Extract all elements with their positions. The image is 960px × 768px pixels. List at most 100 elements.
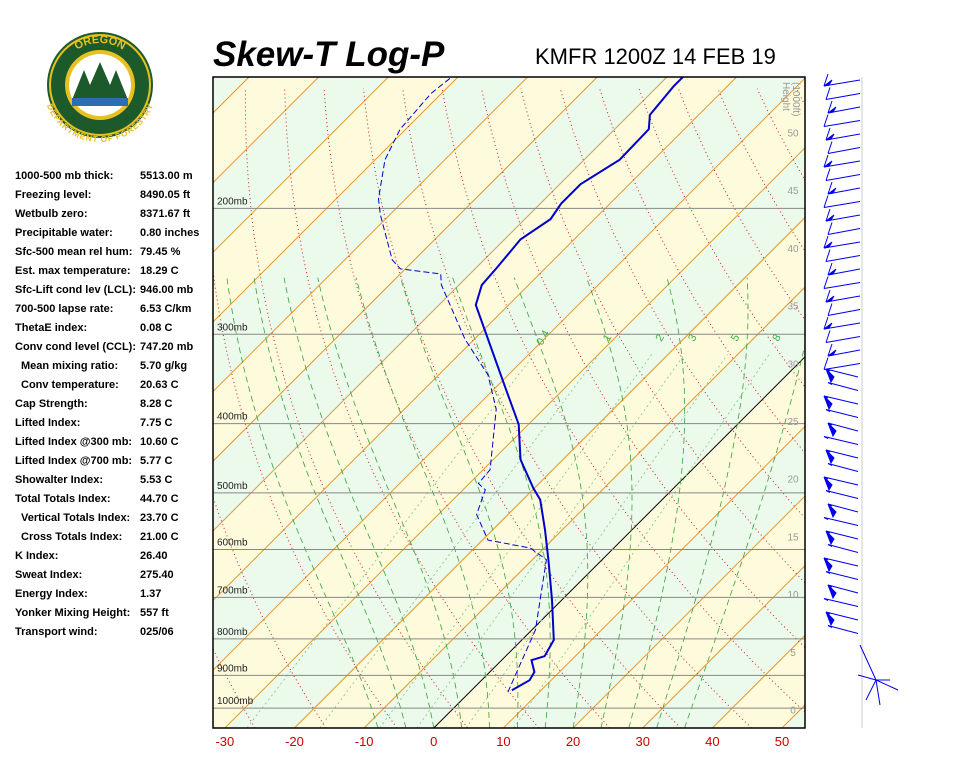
barb-feather (825, 127, 831, 141)
barb-staff (827, 147, 861, 154)
stat-value: 23.70 C (140, 512, 179, 524)
dry-adiabat (481, 88, 805, 649)
wind-barb (827, 463, 859, 472)
wind-barb (823, 114, 861, 127)
barb-staff (827, 228, 861, 235)
y2-tick-label: 50 (787, 128, 799, 139)
barb-feather (825, 249, 831, 262)
isotherm (642, 565, 805, 728)
dry-adiabat (323, 88, 611, 728)
isotherm (572, 495, 805, 728)
hodograph-ray (857, 674, 877, 681)
hodograph-ray (859, 644, 877, 681)
isotherm (224, 147, 805, 728)
stat-row: Sfc-500 mean rel hum: 79.45 % (15, 243, 199, 262)
barb-feather (827, 463, 833, 466)
y-tick-label: 1000mb (217, 696, 254, 707)
barb-staff (827, 503, 859, 513)
barb-flag (823, 241, 833, 249)
wind-barb (823, 436, 859, 445)
stat-label: Vertical Totals Index: (21, 512, 131, 524)
barb-feather (825, 571, 831, 574)
logo-trees (72, 62, 128, 100)
barb-staff (827, 463, 859, 472)
barb-staff (823, 476, 859, 486)
wind-barb (827, 303, 861, 316)
barb-staff (825, 571, 859, 580)
barb-flag (825, 295, 835, 303)
barb-staff (823, 79, 861, 87)
barb-feather (823, 154, 829, 168)
isotherm (781, 704, 805, 728)
stat-label: Freezing level: (15, 189, 92, 201)
stat-row: Est. max temperature: 18.29 C (15, 262, 199, 281)
barb-flag (827, 106, 837, 114)
barb-staff (827, 584, 859, 594)
moist-adiabat (226, 277, 379, 728)
y2-tick-label: 20 (787, 475, 799, 486)
barb-feather (827, 343, 833, 357)
isotherm (213, 77, 459, 323)
stat-label: Mean mixing ratio: (21, 360, 119, 372)
stat-label: Yonker Mixing Height: (15, 607, 131, 619)
barb-staff (823, 120, 861, 127)
barb-feather (823, 235, 829, 249)
moist-adiabat (586, 277, 633, 728)
barb-flag (823, 395, 833, 411)
barb-flag (827, 349, 837, 357)
barb-staff (825, 449, 859, 459)
stat-value: 0.80 inches (140, 227, 200, 239)
stat-label: 1000-500 mb thick: (15, 170, 114, 182)
mixing-ratio-label: 5 (729, 332, 742, 343)
barb-feather (825, 289, 831, 303)
barb-flag (827, 422, 837, 438)
barb-staff (825, 295, 861, 303)
barb-flag (823, 476, 833, 492)
wind-barb (823, 276, 861, 289)
barb-feather (827, 181, 833, 195)
stat-label: Precipitable water: (15, 227, 113, 239)
y2-tick-label: 0 (790, 706, 796, 717)
y2-tick-label: 30 (787, 359, 799, 370)
wind-barb (825, 530, 859, 546)
wind-barb (827, 503, 859, 519)
barb-feather (823, 316, 829, 330)
wind-barb (823, 395, 859, 411)
y-tick-label: 200mb (217, 196, 248, 207)
barb-feather (825, 87, 831, 100)
y2-tick-label: 15 (787, 532, 799, 543)
barb-feather (825, 409, 831, 412)
y-tick-label: 700mb (217, 585, 248, 596)
moist-adiabat (317, 277, 462, 728)
wind-barb (823, 476, 859, 492)
barb-staff (823, 160, 861, 168)
wind-barb (825, 249, 861, 262)
wind-barb (827, 382, 859, 391)
barb-staff (823, 395, 859, 405)
mixing-ratio-label: 1 (601, 332, 614, 343)
stat-row: Cross Totals Index: 21.00 C (15, 528, 199, 547)
stat-row: Conv temperature: 20.63 C (15, 376, 199, 395)
wind-barb (825, 330, 861, 343)
wind-barb (827, 222, 861, 235)
x-tick-label: -20 (285, 734, 304, 749)
barb-feather (827, 262, 833, 276)
barb-feather (823, 195, 829, 208)
isotherm (503, 425, 805, 728)
isotherm (213, 77, 598, 462)
temperature-band (852, 77, 960, 728)
barb-feather (823, 598, 829, 601)
hodograph-ray (875, 679, 881, 706)
wind-barb (825, 449, 859, 465)
barb-flag (825, 133, 835, 141)
stat-value: 275.40 (140, 569, 174, 581)
x-tick-label: 40 (705, 734, 719, 749)
y-tick-label: 600mb (217, 538, 248, 549)
isotherm (213, 77, 737, 602)
stat-label: Wetbulb zero: (15, 208, 88, 220)
dry-adiabat (520, 88, 805, 584)
barb-flag (825, 368, 835, 384)
wind-barb (823, 154, 861, 168)
